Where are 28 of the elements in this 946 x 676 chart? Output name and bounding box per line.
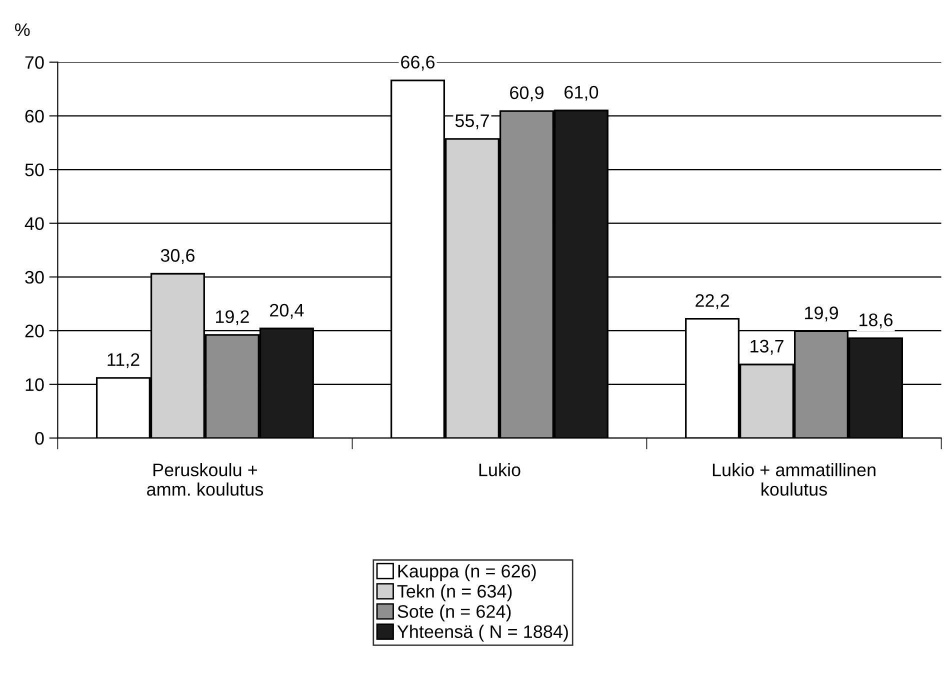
y-tick-label: 70 — [25, 56, 44, 69]
legend-label: Yhteensä ( N = 1884) — [397, 624, 568, 642]
data-label: 19,9 — [805, 306, 838, 322]
data-label: 60,9 — [510, 86, 544, 102]
data-label: 55,7 — [455, 114, 489, 130]
data-label: 19,2 — [216, 310, 249, 326]
x-tick-label: Lukio — [479, 463, 520, 476]
y-tick-label: 0 — [35, 432, 44, 445]
y-tick-label: 10 — [26, 378, 44, 392]
data-label: 11,2 — [108, 353, 140, 368]
data-label: 61,0 — [564, 86, 598, 101]
data-label: 30,6 — [160, 249, 194, 264]
data-label: 13,7 — [750, 340, 784, 355]
y-tick-label: 30 — [25, 270, 44, 284]
y-axis-title: % — [14, 23, 30, 36]
y-tick-label: 20 — [25, 324, 44, 338]
data-label: 22,2 — [696, 294, 729, 310]
legend-label: Tekn (n = 634) — [397, 584, 512, 602]
legend-label: Sote (n = 624) — [398, 604, 511, 622]
x-tick-label: Lukio + ammatillinen koulutus — [712, 463, 876, 496]
legend-label: Kauppa (n = 626) — [398, 564, 536, 582]
y-tick-label: 40 — [24, 217, 44, 230]
data-label: 20,4 — [270, 304, 304, 319]
data-label: 18,6 — [860, 313, 893, 328]
y-tick-label: 60 — [25, 110, 44, 123]
y-tick-label: 50 — [25, 164, 44, 176]
data-label: 66,6 — [401, 56, 435, 71]
x-tick-label: Peruskoulu + amm. koulutus — [147, 463, 264, 496]
